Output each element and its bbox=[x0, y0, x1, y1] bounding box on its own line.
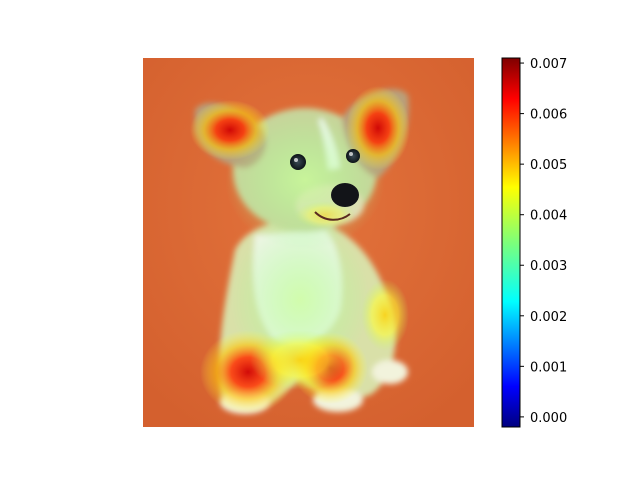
colorbar-tick-label: 0.003 bbox=[530, 259, 567, 274]
colorbar-tick-label: 0.006 bbox=[530, 108, 567, 123]
heat-hind-leg bbox=[361, 279, 409, 351]
colorbar-gradient bbox=[501, 57, 521, 428]
colorbar-tick-label: 0.004 bbox=[530, 209, 567, 224]
puppy-hindpaw bbox=[372, 360, 408, 384]
heat-overlay bbox=[190, 86, 410, 414]
puppy-eye-right bbox=[346, 149, 360, 163]
puppy-mouth bbox=[314, 211, 351, 221]
puppy-eye-left bbox=[290, 154, 306, 170]
heat-right-ear bbox=[346, 86, 410, 170]
heat-muzzle bbox=[295, 201, 355, 229]
puppy-face bbox=[290, 149, 360, 221]
colorbar-ticks: 0.000 0.001 0.002 0.003 0.004 0.005 0.006 0.007 bbox=[520, 57, 567, 426]
heat-left-ear bbox=[190, 100, 270, 160]
heat-chest bbox=[250, 330, 350, 390]
colorbar: 0.000 0.001 0.002 0.003 0.004 0.005 0.006 0.007 bbox=[501, 57, 567, 428]
eye-left-highlight bbox=[294, 158, 298, 162]
colorbar-tick-label: 0.007 bbox=[530, 57, 567, 72]
puppy-nose bbox=[331, 183, 359, 207]
colorbar-tick-label: 0.001 bbox=[530, 360, 567, 375]
eye-right-highlight bbox=[349, 152, 353, 156]
colorbar-tick-label: 0.002 bbox=[530, 310, 567, 325]
heatmap-image bbox=[143, 58, 474, 427]
colorbar-tick-label: 0.005 bbox=[530, 158, 567, 173]
colorbar-tick-label: 0.000 bbox=[530, 411, 567, 426]
